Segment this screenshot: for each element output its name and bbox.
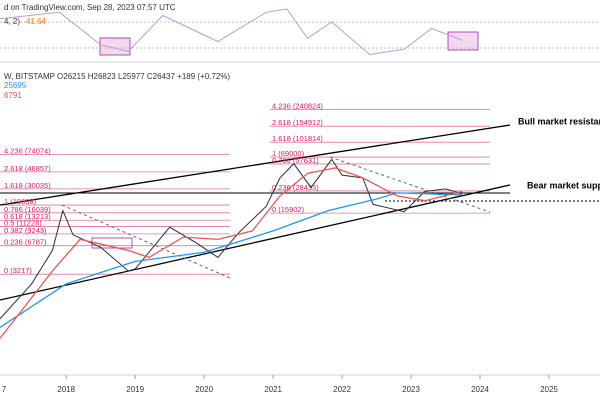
- fib-label: 0.786 (16039): [4, 205, 51, 214]
- dashed-line: [61, 204, 231, 279]
- x-tick-label: 2019: [126, 385, 144, 394]
- annotation: Bull market resistance: [518, 116, 600, 126]
- x-tick-label: 2021: [264, 385, 282, 394]
- rsi-box: [447, 31, 479, 51]
- fib-label: 0.786 (57631): [272, 156, 319, 165]
- x-tick-label: 2022: [333, 385, 351, 394]
- rsi-value: 41.64: [26, 17, 47, 26]
- header: d on TradingView.com, Sep 28, 2023 07:57…: [4, 3, 176, 12]
- x-tick-label: 2023: [402, 385, 420, 394]
- ma-label: 25695: [4, 81, 27, 90]
- symbol-line: W, BITSTAMP O26215 H26823 L25977 C26437 …: [4, 72, 230, 81]
- fib-label: 0.5 (11228): [4, 218, 42, 227]
- rsi-label: 4, 2): [4, 17, 20, 26]
- fib-label: 0.236 (6787): [4, 238, 47, 247]
- x-tick-label: 2018: [57, 385, 75, 394]
- annotation: Bear market support: [527, 180, 600, 190]
- x-tick-label: 2024: [471, 385, 489, 394]
- rsi-box: [99, 37, 131, 56]
- series-line: [0, 8, 463, 56]
- series-line: [0, 167, 463, 339]
- dashed-line: [329, 156, 491, 213]
- ma-label: 6791: [4, 91, 22, 100]
- fib-label: 0.382 (9243): [4, 226, 47, 235]
- fib-label: 0 (15902): [272, 205, 305, 214]
- bear-trendline: [0, 184, 511, 301]
- fib-label: 1 (19638): [4, 197, 37, 206]
- fib-label: 0 (3217): [4, 266, 32, 275]
- x-tick-label: 7: [2, 385, 7, 394]
- fib-label: 0.236 (28433): [272, 183, 319, 192]
- fib-label: 0.618 (13213): [4, 212, 51, 221]
- fib-label: 2.618 (46857): [4, 164, 51, 173]
- fib-label: 1.618 (30035): [4, 181, 51, 190]
- fib-label: 4.236 (74074): [4, 146, 51, 155]
- x-tick-label: 2025: [540, 385, 558, 394]
- x-tick-label: 2020: [195, 385, 213, 394]
- fib-label: 1 (69000): [272, 149, 305, 158]
- fib-label: 2.618 (154912): [272, 118, 323, 127]
- fib-label: 1.618 (101814): [272, 134, 323, 143]
- series-line: [0, 192, 463, 328]
- bull-trendline: [0, 124, 511, 206]
- series-line: [0, 158, 463, 320]
- fib-label: 4.236 (240824): [272, 101, 323, 110]
